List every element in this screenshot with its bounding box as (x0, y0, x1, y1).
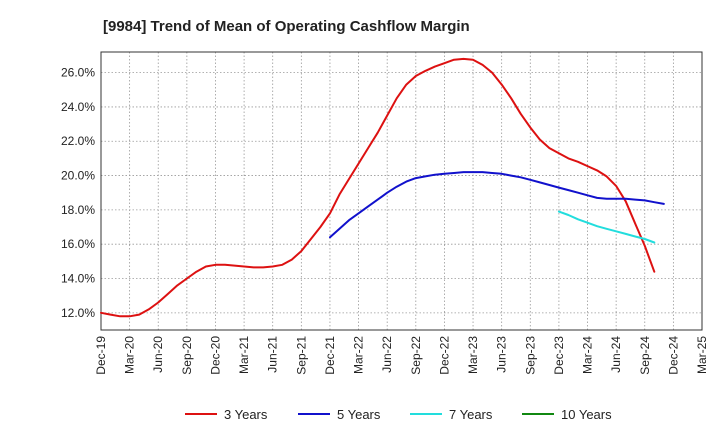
x-tick-label: Jun-22 (380, 336, 394, 373)
y-tick-label: 20.0% (61, 169, 95, 183)
legend-label: 5 Years (337, 407, 381, 422)
legend-label: 3 Years (224, 407, 268, 422)
y-tick-label: 18.0% (61, 203, 95, 217)
x-tick-label: Dec-23 (552, 336, 566, 375)
x-tick-label: Mar-24 (581, 336, 595, 374)
x-tick-label: Sep-21 (294, 336, 308, 375)
x-tick-label: Sep-20 (180, 336, 194, 375)
y-tick-label: 26.0% (61, 66, 95, 80)
x-tick-label: Mar-20 (123, 336, 137, 374)
x-tick-label: Dec-20 (208, 336, 222, 375)
y-tick-label: 16.0% (61, 237, 95, 251)
y-tick-label: 12.0% (61, 306, 95, 320)
chart-title: [9984] Trend of Mean of Operating Cashfl… (103, 18, 470, 35)
x-tick-label: Dec-19 (94, 336, 108, 375)
x-tick-label: Mar-22 (352, 336, 366, 374)
y-tick-label: 22.0% (61, 134, 95, 148)
x-tick-label: Sep-24 (638, 336, 652, 375)
x-tick-label: Dec-24 (666, 336, 680, 375)
x-tick-label: Mar-25 (695, 336, 709, 374)
x-tick-label: Jun-21 (266, 336, 280, 373)
y-axis: 12.0% 14.0% 16.0% 18.0% 20.0% 22.0% 24.0% 26.0% (61, 66, 95, 320)
x-axis: Dec-19 Mar-20 Jun-20 Sep-20 Dec-20 Mar-21 Jun-… (94, 336, 709, 375)
x-tick-label: Dec-21 (323, 336, 337, 375)
plot-frame (100, 51, 703, 331)
x-tick-label: Sep-22 (409, 336, 423, 375)
x-tick-label: Dec-22 (437, 336, 451, 375)
series-line-5-years (329, 171, 665, 239)
series-line-7-years (557, 210, 656, 244)
x-tick-label: Jun-20 (151, 336, 165, 373)
x-tick-label: Jun-24 (609, 336, 623, 373)
series-line-3-years (100, 57, 656, 318)
series-lines (100, 57, 665, 318)
y-tick-label: 14.0% (61, 272, 95, 286)
legend: 3 Years 5 Years 7 Years 10 Years (185, 407, 612, 422)
x-tick-label: Sep-23 (523, 336, 537, 375)
x-tick-label: Jun-23 (495, 336, 509, 373)
legend-label: 10 Years (561, 407, 612, 422)
x-tick-label: Mar-23 (466, 336, 480, 374)
legend-label: 7 Years (449, 407, 493, 422)
y-tick-label: 24.0% (61, 100, 95, 114)
grid (100, 52, 703, 330)
x-tick-label: Mar-21 (237, 336, 251, 374)
